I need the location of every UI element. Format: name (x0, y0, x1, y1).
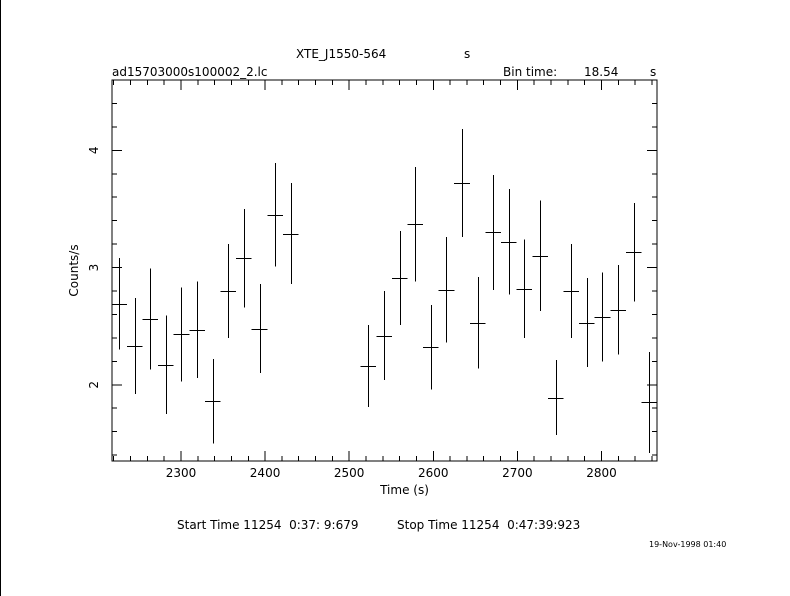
object-unit: s (464, 47, 471, 61)
y-tick-label: 2 (87, 381, 101, 389)
start-time: Start Time 11254 0:37: 9:679 (177, 518, 359, 532)
x-tick-label: 2700 (502, 466, 533, 480)
x-tick-label: 2300 (166, 466, 197, 480)
bin-time-label: Bin time: (503, 65, 558, 79)
y-axis-label: Counts/s (67, 244, 81, 296)
x-tick-label: 2500 (334, 466, 365, 480)
plot-frame (111, 79, 658, 462)
bin-time-unit: s (650, 65, 657, 79)
bin-time-value: 18.54 (584, 65, 619, 79)
object-name: XTE_J1550-564 (296, 47, 387, 61)
x-axis-label: Time (s) (379, 483, 429, 497)
y-tick-label: 3 (87, 264, 101, 272)
lightcurve-filename: ad15703000s100002_2.lc (112, 65, 268, 79)
stop-time: Stop Time 11254 0:47:39:923 (397, 518, 581, 532)
x-tick-label: 2800 (586, 466, 617, 480)
x-tick-label: 2600 (418, 466, 449, 480)
window-left-border (0, 0, 1, 596)
plot-timestamp: 19-Nov-1998 01:40 (649, 540, 727, 549)
y-tick-label: 4 (87, 147, 101, 155)
x-tick-label: 2400 (250, 466, 281, 480)
